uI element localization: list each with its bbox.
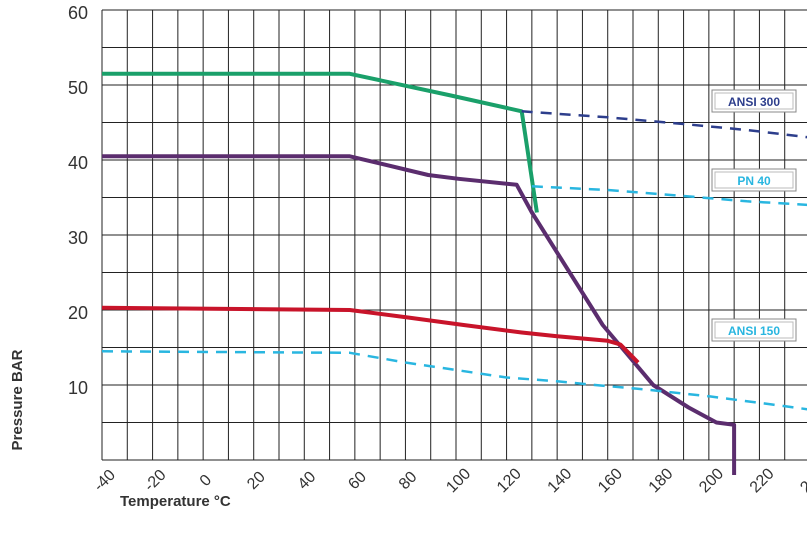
- x-tick-label: 220: [747, 465, 778, 496]
- series-line-6: [101, 350, 807, 411]
- y-tick-label: 60: [68, 3, 88, 23]
- series-line-2: [102, 154, 737, 475]
- annotation-inner-frame: [714, 321, 794, 339]
- annotation-inner-frame: [714, 171, 794, 189]
- x-tick-label: 80: [396, 468, 421, 493]
- annotation-label: ANSI 300: [728, 95, 780, 109]
- x-tick-label: -20: [141, 467, 169, 495]
- x-axis-label: Temperature °C: [120, 493, 231, 510]
- annotation-box: PN 40: [711, 168, 797, 192]
- y-tick-label: 40: [68, 153, 88, 173]
- y-tick-label: 20: [68, 303, 88, 323]
- x-tick-label: 200: [696, 465, 727, 496]
- annotation-box: ANSI 150: [711, 318, 797, 342]
- series-line-5: [531, 185, 807, 207]
- y-tick-label: 30: [68, 228, 88, 248]
- y-axis-label: Pressure BAR: [9, 349, 26, 450]
- annotation-box: ANSI 300: [711, 89, 797, 113]
- x-tick-label: 40: [295, 468, 320, 493]
- annotation-label: ANSI 150: [728, 324, 780, 338]
- y-tick-labels: 10 20 30 40 50 60: [68, 3, 88, 398]
- x-tick-label: 160: [595, 465, 626, 496]
- x-tick-label: 140: [545, 465, 576, 496]
- y-tick-label: 50: [68, 78, 88, 98]
- y-tick-label: 10: [68, 378, 88, 398]
- x-tick-label: -40: [91, 467, 119, 495]
- x-tick-label: 180: [646, 465, 677, 496]
- annotation-label: PN 40: [737, 174, 771, 188]
- x-tick-label: 240: [797, 465, 807, 496]
- x-tick-label: 20: [244, 468, 269, 493]
- x-tick-label: 120: [494, 465, 525, 496]
- series-line-3: [101, 305, 640, 364]
- x-tick-labels: -40 -20 0 20 40 60 80 100 120 140 160 180 200 220 240: [91, 465, 807, 496]
- x-tick-label: 0: [197, 472, 215, 490]
- x-tick-label: 100: [443, 465, 474, 496]
- series-line-1: [102, 71, 539, 213]
- annotation-inner-frame: [714, 92, 794, 110]
- series-line-4: [521, 110, 807, 139]
- x-tick-label: 60: [345, 468, 370, 493]
- grid: [101, 9, 807, 461]
- annotations: ANSI 300 PN 40 ANSI 150: [711, 89, 797, 342]
- series-lines: [101, 71, 807, 475]
